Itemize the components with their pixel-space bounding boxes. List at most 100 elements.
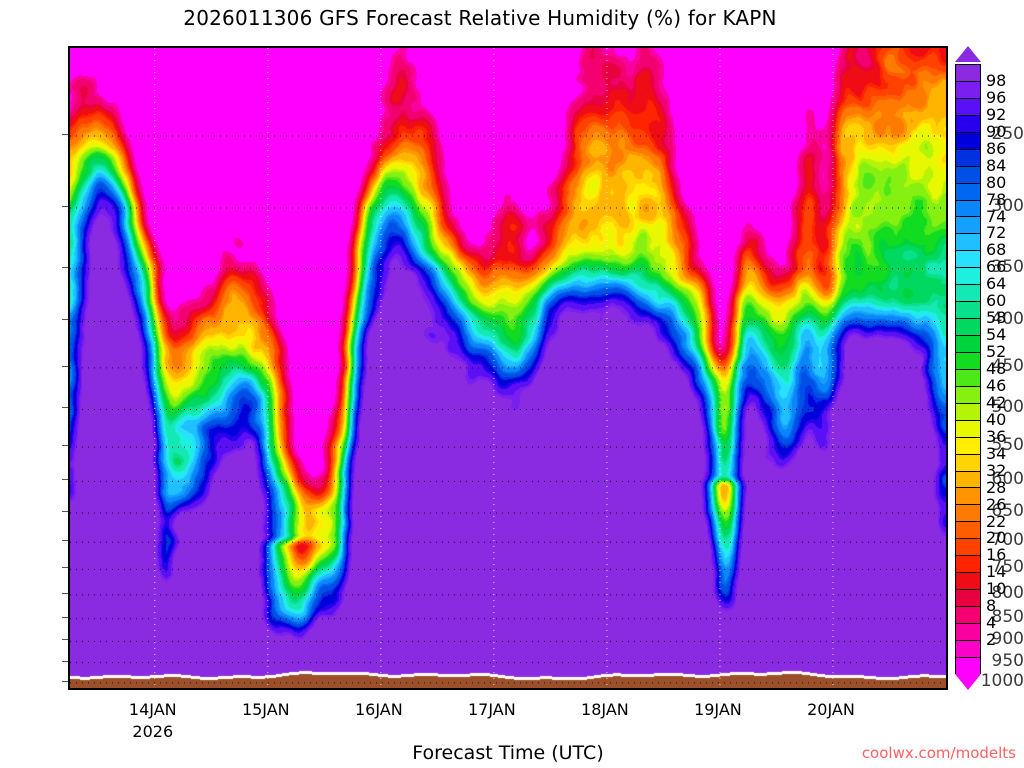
colorbar-tick-label: 96 <box>986 87 1007 107</box>
colorbar-segment <box>956 640 980 658</box>
colorbar-tick-label: 34 <box>986 443 1007 463</box>
colorbar-arrow-bottom-icon <box>955 674 981 690</box>
colorbar-segment <box>956 132 980 150</box>
colorbar-tick-label: 92 <box>986 104 1007 124</box>
y-axis-tick-mark <box>62 540 68 542</box>
y-axis-tick-label: 250 <box>991 124 1024 145</box>
colorbar-segment <box>956 149 980 167</box>
colorbar-segment <box>956 657 980 675</box>
colorbar-segment <box>956 81 980 99</box>
y-axis-tick-mark <box>62 479 68 481</box>
colorbar-tick-label: 46 <box>986 375 1007 395</box>
y-axis-tick-label: 550 <box>991 435 1024 456</box>
colorbar-segment <box>956 488 980 506</box>
colorbar-tick-label: 84 <box>986 155 1007 175</box>
y-axis-tick-label: 600 <box>991 469 1024 490</box>
colorbar-segment <box>956 234 980 252</box>
colorbar-segment <box>956 217 980 235</box>
colorbar-tick-label: 48 <box>986 359 1007 378</box>
colorbar-tick-label: 42 <box>986 392 1007 412</box>
colorbar-tick-label: 26 <box>986 494 1007 514</box>
colorbar-tick-label: 22 <box>986 511 1007 531</box>
colorbar-tick-label: 20 <box>986 528 1007 548</box>
colorbar-tick-label: 54 <box>986 325 1007 345</box>
colorbar-tick-label: 98 <box>986 70 1007 90</box>
y-axis-tick-mark <box>62 205 68 207</box>
colorbar-segment <box>956 403 980 421</box>
colorbar-segment <box>956 386 980 404</box>
colorbar-segment <box>956 268 980 286</box>
colorbar-segment <box>956 607 980 624</box>
colorbar-segment <box>956 319 980 336</box>
colorbar-segment <box>956 285 980 303</box>
x-axis-title: Forecast Time (UTC) <box>412 742 604 764</box>
colorbar-tick-label: 78 <box>986 189 1007 209</box>
colorbar-tick-label: 52 <box>986 342 1007 362</box>
colorbar-segment <box>956 251 980 269</box>
colorbar-segment <box>956 573 980 591</box>
colorbar-body <box>955 64 981 675</box>
colorbar-tick-label: 68 <box>986 240 1007 260</box>
x-axis-tick-label: 18JAN <box>581 700 629 719</box>
y-axis-tick-mark <box>62 592 68 594</box>
y-axis-tick-mark <box>62 510 68 512</box>
colorbar-segment <box>956 183 980 201</box>
x-axis-tick-label: 17JAN <box>468 700 516 719</box>
colorbar-tick-label: 58 <box>986 308 1007 328</box>
colorbar-segment <box>956 623 980 641</box>
credit-link[interactable]: coolwx.com/modelts <box>861 744 1016 762</box>
y-axis-tick-label: 850 <box>991 606 1024 627</box>
colorbar-segment <box>956 369 980 387</box>
colorbar-tick-label: 86 <box>986 138 1007 158</box>
y-axis-tick-mark <box>62 445 68 447</box>
y-axis-tick-label: 300 <box>991 195 1024 216</box>
x-axis-tick-label: 19JAN <box>694 700 742 719</box>
colorbar-tick-label: 4 <box>986 613 997 633</box>
colorbar-tick-label: 32 <box>986 460 1007 480</box>
x-axis-tick-label: 14JAN <box>128 700 177 719</box>
y-axis-tick-mark <box>62 639 68 641</box>
colorbar-tick-label: 36 <box>986 426 1007 446</box>
y-axis-tick-label: 950 <box>991 650 1024 671</box>
colorbar-segment <box>956 65 980 82</box>
colorbar-tick-label: 16 <box>986 545 1007 565</box>
colorbar-segment <box>956 522 980 540</box>
colorbar-tick-label: 60 <box>986 291 1007 311</box>
colorbar-segment <box>956 505 980 523</box>
y-axis-tick-label: 750 <box>991 557 1024 578</box>
x-axis-tick-label: 20JAN <box>807 700 855 719</box>
y-axis-tick-mark <box>62 660 68 662</box>
colorbar-segment <box>956 98 980 116</box>
colorbar-segment <box>956 471 980 489</box>
colorbar-segment <box>956 539 980 557</box>
y-axis-tick-mark <box>62 567 68 569</box>
colorbar-segment <box>956 590 980 607</box>
colorbar-tick-label: 8 <box>986 596 997 616</box>
x-axis-year-label: 2026 <box>132 722 174 741</box>
colorbar-tick-label: 74 <box>986 206 1007 226</box>
y-axis-tick-label: 900 <box>991 629 1024 650</box>
colorbar-segment <box>956 336 980 353</box>
colorbar-segment <box>956 420 980 438</box>
y-axis-tick-label: 350 <box>991 256 1024 277</box>
colorbar-tick-label: 14 <box>986 562 1007 582</box>
y-axis-tick-label: 700 <box>991 530 1024 551</box>
colorbar-tick-label: 40 <box>986 409 1007 429</box>
colorbar-segment <box>956 115 980 133</box>
y-axis-tick-label: 650 <box>991 500 1024 521</box>
y-axis-tick-mark <box>62 407 68 409</box>
colorbar-tick-label: 28 <box>986 477 1007 497</box>
x-axis-tick-label: 16JAN <box>354 700 403 719</box>
colorbar-segment <box>956 166 980 184</box>
colorbar-tick-label: 80 <box>986 172 1007 192</box>
colorbar-tick-label: 66 <box>986 257 1007 277</box>
colorbar-segment <box>956 437 980 455</box>
x-axis-tick-label: 15JAN <box>241 700 290 719</box>
plot-area <box>68 46 948 690</box>
y-axis-tick-label: 500 <box>991 397 1024 418</box>
y-axis-tick-mark <box>62 319 68 321</box>
page-title: 2026011306 GFS Forecast Relative Humidit… <box>183 6 777 30</box>
colorbar-tick-label: 90 <box>986 121 1007 141</box>
humidity-contour-field <box>70 48 946 688</box>
y-axis-tick-label: 800 <box>991 582 1024 603</box>
